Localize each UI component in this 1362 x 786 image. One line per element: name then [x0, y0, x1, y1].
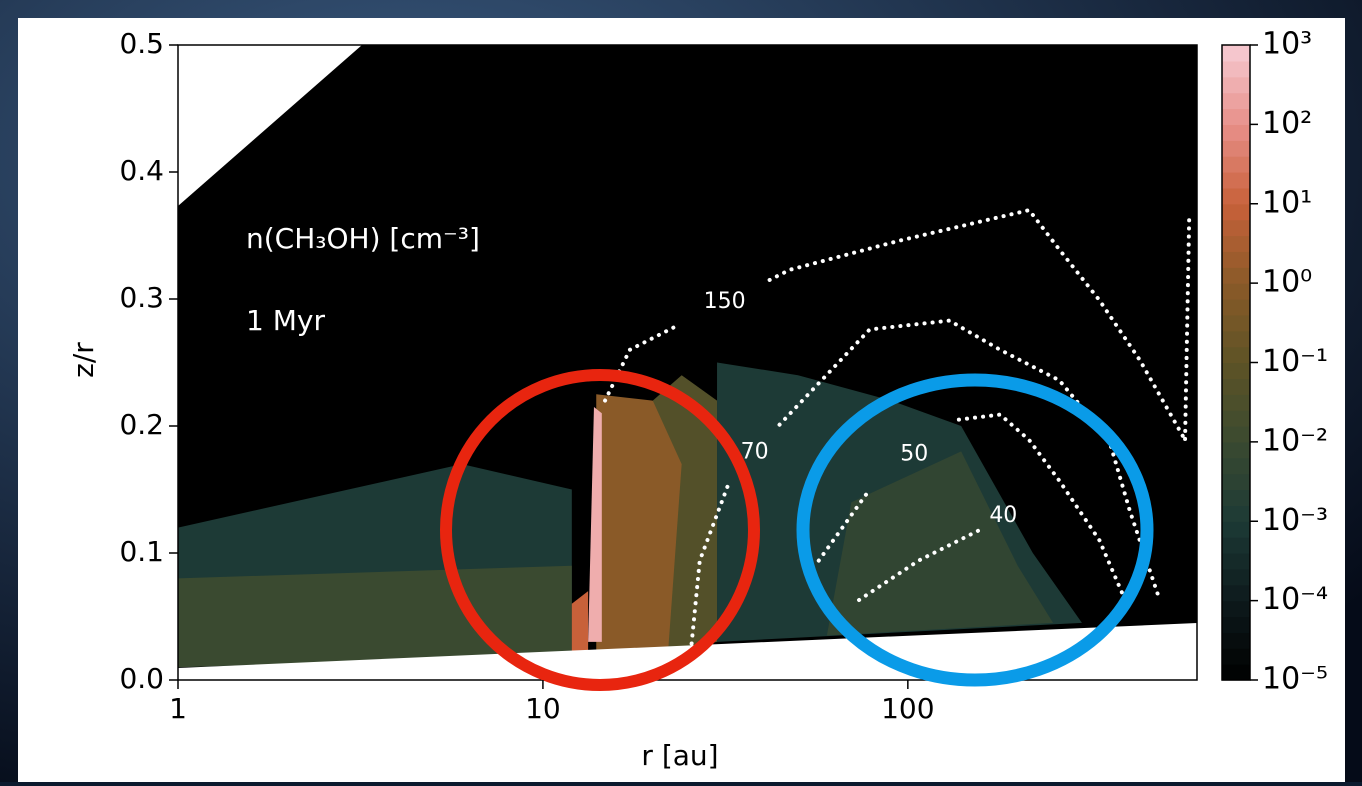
colorbar-step: [1222, 632, 1250, 648]
colorbar-step: [1222, 77, 1250, 93]
colorbar-step: [1222, 648, 1250, 664]
colorbar-step: [1222, 553, 1250, 569]
colorbar-step: [1222, 124, 1250, 140]
colorbar-step: [1222, 458, 1250, 474]
y-tick-label: 0.1: [119, 535, 164, 568]
colorbar-tick-label: 10⁻²: [1262, 423, 1328, 458]
colorbar-step: [1222, 505, 1250, 521]
y-tick-label: 0.4: [119, 154, 164, 187]
colorbar-step: [1222, 61, 1250, 77]
colorbar-step: [1222, 410, 1250, 426]
colorbar-tick-label: 10⁻³: [1262, 503, 1328, 538]
colorbar-step: [1222, 45, 1250, 61]
colorbar-step: [1222, 442, 1250, 458]
colorbar-tick-label: 10⁻⁴: [1262, 582, 1328, 617]
colorbar-step: [1222, 537, 1250, 553]
colorbar-step: [1222, 172, 1250, 188]
x-tick-label: 1: [169, 692, 187, 725]
contour-label: 50: [900, 442, 928, 467]
contour-label: 40: [989, 503, 1017, 528]
colorbar-step: [1222, 664, 1250, 680]
colorbar-step: [1222, 299, 1250, 315]
colorbar-step: [1222, 331, 1250, 347]
contour-label: 70: [741, 440, 769, 465]
figure: 150 70 50 40 n(CH₃OH) [cm⁻³] 1 Myr r [au] z…: [0, 0, 1362, 782]
colorbar-step: [1222, 585, 1250, 601]
colorbar-step: [1222, 521, 1250, 537]
colorbar-step: [1222, 474, 1250, 490]
colorbar-step: [1222, 426, 1250, 442]
annotation: 1 Myr: [246, 304, 325, 337]
x-tick-label: 100: [881, 692, 934, 725]
colorbar-step: [1222, 569, 1250, 585]
colorbar-step: [1222, 617, 1250, 633]
y-tick-label: 0.0: [119, 662, 164, 695]
colorbar-tick-label: 10¹: [1262, 185, 1312, 220]
colorbar-step: [1222, 236, 1250, 252]
y-tick-label: 0.5: [119, 27, 164, 60]
contour-label: 150: [704, 289, 746, 314]
colorbar-step: [1222, 220, 1250, 236]
colorbar-tick-label: 10³: [1262, 27, 1312, 62]
colorbar-step: [1222, 267, 1250, 283]
colorbar-step: [1222, 378, 1250, 394]
colorbar-step: [1222, 347, 1250, 363]
colorbar-step: [1222, 601, 1250, 617]
colorbar-step: [1222, 490, 1250, 506]
y-axis-label: z/r: [67, 342, 100, 378]
colorbar-step: [1222, 109, 1250, 125]
colorbar-step: [1222, 283, 1250, 299]
y-tick-label: 0.2: [119, 408, 164, 441]
colorbar-step: [1222, 140, 1250, 156]
colorbar-step: [1222, 315, 1250, 331]
colorbar-step: [1222, 204, 1250, 220]
colorbar-step: [1222, 93, 1250, 109]
colorbar-step: [1222, 363, 1250, 379]
colorbar-step: [1222, 394, 1250, 410]
x-axis-label: r [au]: [641, 739, 718, 772]
colorbar-step: [1222, 156, 1250, 172]
colorbar-tick-label: 10²: [1262, 106, 1312, 141]
colorbar-tick-label: 10⁻⁵: [1262, 662, 1328, 697]
y-tick-label: 0.3: [119, 281, 164, 314]
colorbar-tick-label: 10⁰: [1262, 265, 1312, 300]
colorbar-tick-label: 10⁻¹: [1262, 344, 1328, 379]
annotation: n(CH₃OH) [cm⁻³]: [246, 222, 480, 255]
x-tick-label: 10: [525, 692, 561, 725]
colorbar-step: [1222, 188, 1250, 204]
colorbar-step: [1222, 251, 1250, 267]
